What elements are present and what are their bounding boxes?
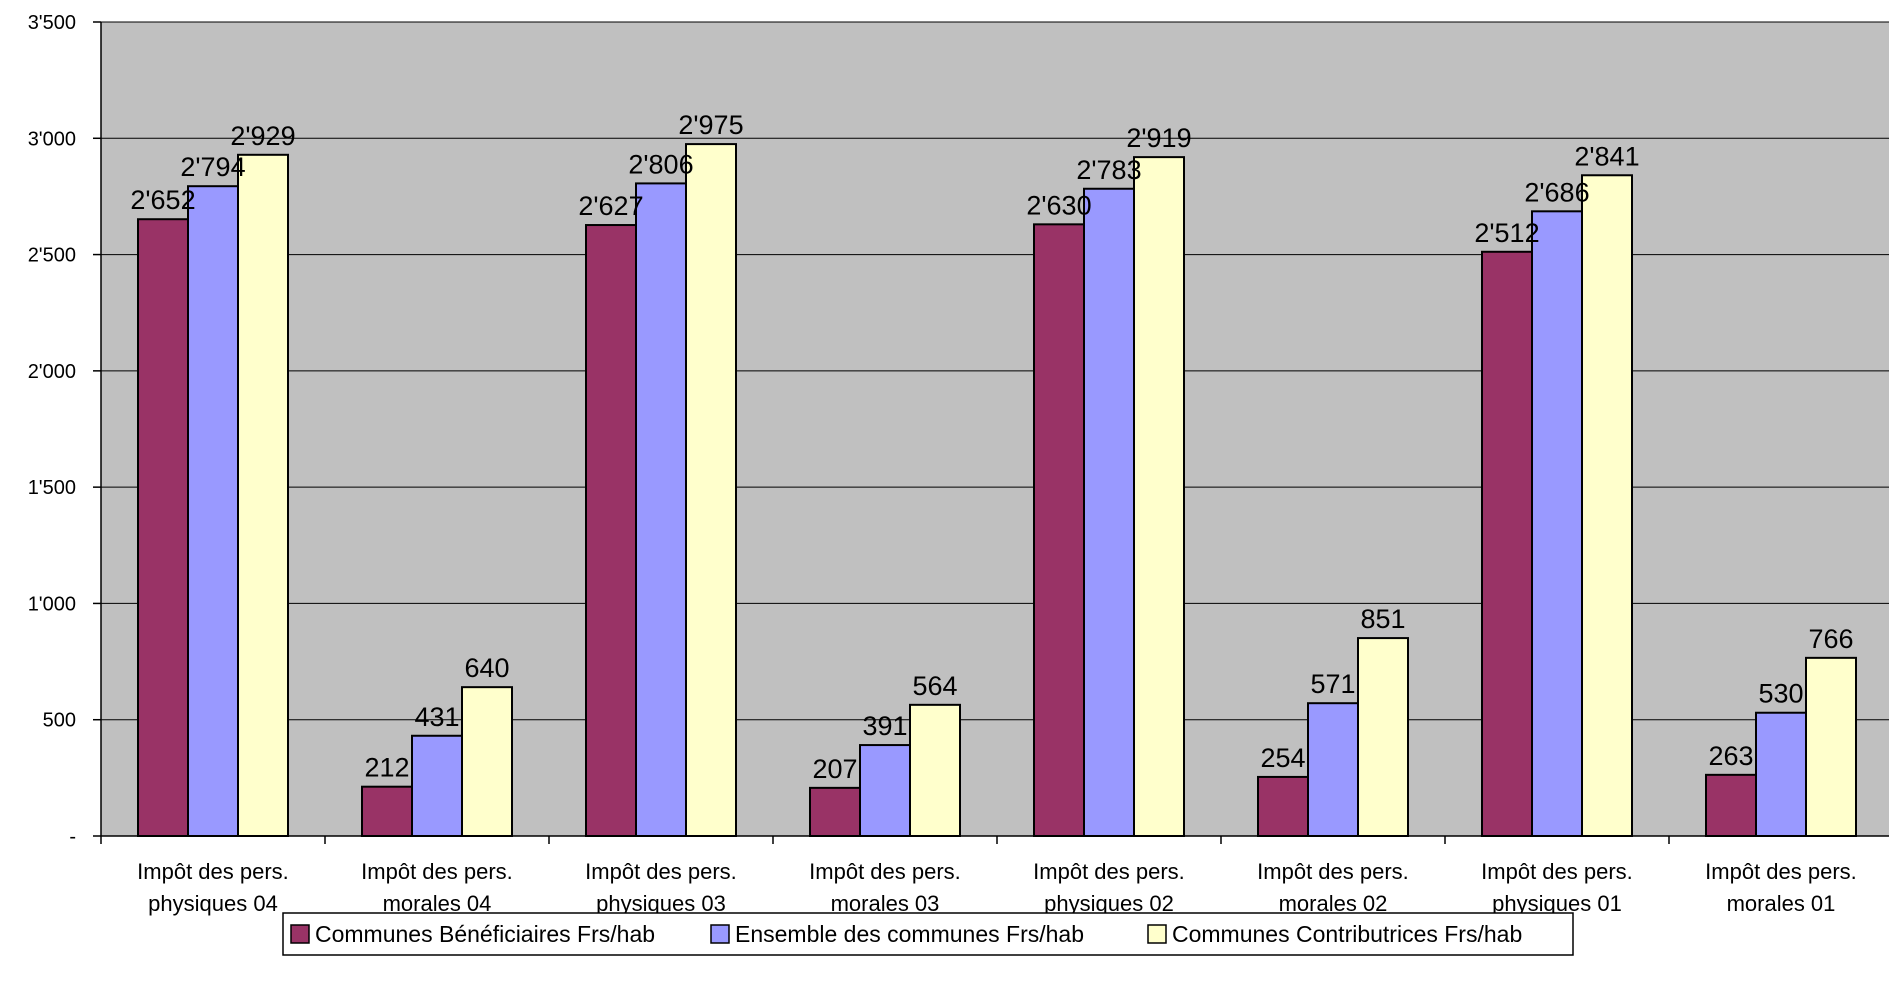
bar (585, 224, 637, 837)
data-label: 212 (364, 753, 409, 783)
data-label: 530 (1758, 679, 1803, 709)
data-label: 2'783 (1076, 155, 1141, 185)
data-label: 2'929 (230, 121, 295, 151)
y-tick-label: 3'000 (28, 128, 76, 150)
x-category-label: Impôt des pers. morales 04 (361, 859, 513, 916)
legend-label: Communes Contributrices Frs/hab (1172, 921, 1522, 947)
gridlines (101, 21, 1889, 721)
bar (809, 786, 861, 838)
data-label: 2'652 (130, 185, 195, 215)
data-label: 391 (862, 711, 907, 741)
bar (1133, 156, 1185, 837)
bar (1581, 174, 1633, 837)
bar (411, 734, 463, 838)
bar (137, 218, 189, 837)
legend-label: Ensemble des communes Frs/hab (735, 921, 1084, 947)
data-label: 564 (912, 671, 957, 701)
bar (1083, 187, 1135, 837)
legend-swatch (710, 924, 730, 944)
data-label: 254 (1260, 743, 1305, 773)
bar (909, 703, 961, 837)
legend-box (282, 912, 1574, 956)
bar (1257, 775, 1309, 838)
data-label: 2'630 (1026, 190, 1091, 220)
data-label: 263 (1708, 741, 1753, 771)
x-category-label: Impôt des pers. physiques 02 (1033, 859, 1185, 916)
bars (137, 143, 1857, 838)
x-category-label: Impôt des pers. physiques 01 (1481, 859, 1633, 916)
y-tick-label: 500 (43, 710, 76, 732)
data-label: 571 (1310, 669, 1355, 699)
bar (237, 153, 289, 837)
bar (361, 785, 413, 838)
data-label: 2'806 (628, 149, 693, 179)
y-tick-label: 2'500 (28, 245, 76, 267)
bar (1705, 773, 1757, 838)
x-category-label: Impôt des pers. physiques 03 (585, 859, 737, 916)
x-category-label: Impôt des pers. morales 02 (1257, 859, 1409, 916)
data-label: 431 (414, 702, 459, 732)
y-tick-label: 1'000 (28, 593, 76, 615)
legend: Communes Bénéficiaires Frs/hab Ensemble d… (282, 912, 1574, 956)
bar (859, 744, 911, 837)
y-tick-label: 2'000 (28, 361, 76, 383)
bar (685, 143, 737, 838)
bar (187, 185, 239, 837)
legend-swatch (290, 924, 310, 944)
bar (1481, 250, 1533, 837)
data-label: 2'627 (578, 191, 643, 221)
data-label: 207 (812, 754, 857, 784)
y-tick-label: - (69, 826, 76, 848)
y-tick-label: 3'500 (28, 12, 76, 34)
bar (461, 686, 513, 838)
data-label: 2'975 (678, 110, 743, 140)
bar (1805, 656, 1857, 837)
x-category-label: Impôt des pers. physiques 04 (137, 859, 289, 916)
data-label: 2'794 (180, 152, 245, 182)
x-axis: Impôt des pers. physiques 04 Impôt des per… (100, 835, 1889, 916)
legend-label: Communes Bénéficiaires Frs/hab (315, 921, 655, 947)
data-label: 2'686 (1524, 177, 1589, 207)
bar (1755, 711, 1807, 837)
data-label: 640 (464, 653, 509, 683)
data-label: 766 (1808, 624, 1853, 654)
bar (1531, 210, 1583, 837)
bar (1307, 702, 1359, 837)
y-axis: - 500 1'000 1'500 2'000 2'500 3'000 3'500 (28, 12, 102, 848)
bar (635, 182, 687, 838)
data-label: 2'919 (1126, 123, 1191, 153)
y-tick-label: 1'500 (28, 477, 76, 499)
bar (1033, 223, 1085, 837)
data-label: 2'841 (1574, 141, 1639, 171)
data-label: 851 (1360, 604, 1405, 634)
legend-swatch (1147, 924, 1167, 944)
bar (1357, 637, 1409, 838)
x-category-label: Impôt des pers. morales 01 (1705, 859, 1857, 916)
data-label: 2'512 (1474, 218, 1539, 248)
x-category-label: Impôt des pers. morales 03 (809, 859, 961, 916)
